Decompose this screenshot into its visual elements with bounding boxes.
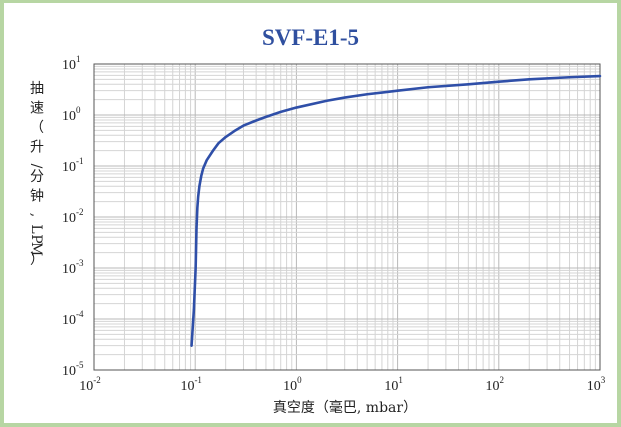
y-axis-label: 抽速 （ 升 /分钟, LPM） (28, 81, 44, 268)
x-tick-label: 100 (283, 375, 302, 394)
y-tick-label: 101 (62, 54, 81, 73)
y-axis-label-char: 分 (30, 169, 44, 185)
y-tick-labels: 101 100 10-1 10-2 10-3 10-4 10-5 (62, 54, 84, 379)
x-tick-label: 10-1 (180, 375, 202, 394)
chart-title: SVF-E1-5 (261, 25, 360, 50)
y-axis-label-char: P (28, 234, 44, 243)
series-line (190, 74, 602, 347)
y-tick-label: 10-1 (62, 156, 84, 175)
y-axis-label-char: L (28, 224, 44, 233)
y-tick-label: 100 (62, 105, 81, 124)
curve-group (190, 74, 602, 347)
y-axis-label-char: 速 (30, 101, 44, 117)
x-tick-labels: 10-2 10-1 100 101 102 103 (79, 375, 606, 394)
y-axis-label-char: 升 (30, 140, 44, 156)
y-axis-label-char: （ (30, 120, 44, 136)
y-tick-label: 10-5 (62, 360, 84, 379)
y-tick-label: 10-2 (62, 207, 84, 226)
y-axis-label-char: M (28, 242, 44, 256)
x-tick-label: 103 (587, 375, 606, 394)
y-tick-label: 10-3 (62, 258, 84, 277)
x-tick-label: 102 (486, 375, 505, 394)
y-axis-label-char: , (28, 213, 44, 217)
x-tick-label: 10-2 (79, 375, 101, 394)
y-axis-label-char: 钟 (30, 188, 44, 205)
y-axis-label-char: / (28, 164, 44, 169)
grid (93, 63, 601, 371)
plot-border (93, 63, 601, 371)
y-tick-label: 10-4 (62, 309, 84, 328)
y-axis-label-char: ） (30, 252, 44, 268)
y-axis-label-char: 抽 (30, 81, 44, 97)
x-tick-label: 101 (384, 375, 403, 394)
x-axis-label: 真空度（毫巴, mbar） (273, 399, 417, 416)
